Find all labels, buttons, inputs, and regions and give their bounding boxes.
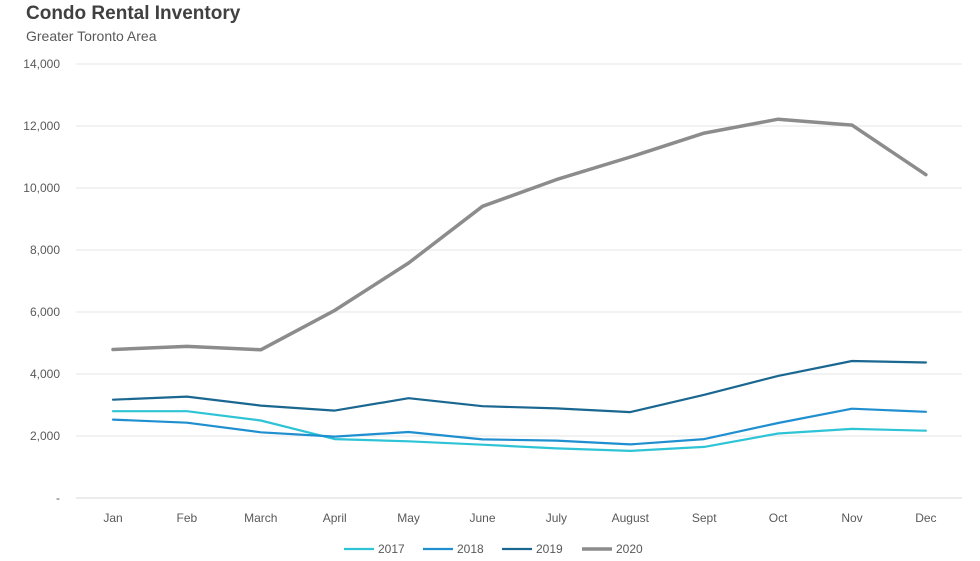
y-tick-label: 12,000 [23,119,60,133]
x-tick-label: Dec [915,511,936,525]
x-tick-label: Jan [103,511,122,525]
y-tick-label: 14,000 [23,57,60,71]
x-tick-label: July [546,511,567,525]
chart-subtitle: Greater Toronto Area [26,28,157,44]
x-tick-label: August [612,511,650,525]
y-tick-label: 6,000 [30,305,60,319]
series-line-2020 [111,117,928,352]
series-line-2019 [111,359,928,414]
x-tick-label: Nov [841,511,862,525]
y-tick-label: 2,000 [30,429,60,443]
y-tick-label: 4,000 [30,367,60,381]
x-tick-label: June [469,511,495,525]
x-tick-label: Sept [692,511,717,525]
y-tick-label: 10,000 [23,181,60,195]
legend-label-2017: 2017 [378,542,405,556]
series-line-2018 [111,407,928,446]
x-tick-label: Feb [177,511,198,525]
legend-label-2018: 2018 [457,542,484,556]
x-tick-label: Oct [769,511,788,525]
y-tick-label: 8,000 [30,243,60,257]
x-tick-label: May [397,511,420,525]
y-tick-label: - [56,491,60,505]
legend-label-2019: 2019 [536,542,563,556]
legend-label-2020: 2020 [616,542,643,556]
x-tick-label: April [323,511,347,525]
x-tick-label: March [244,511,277,525]
chart-title: Condo Rental Inventory [26,3,241,24]
series-line-2017 [111,410,928,452]
